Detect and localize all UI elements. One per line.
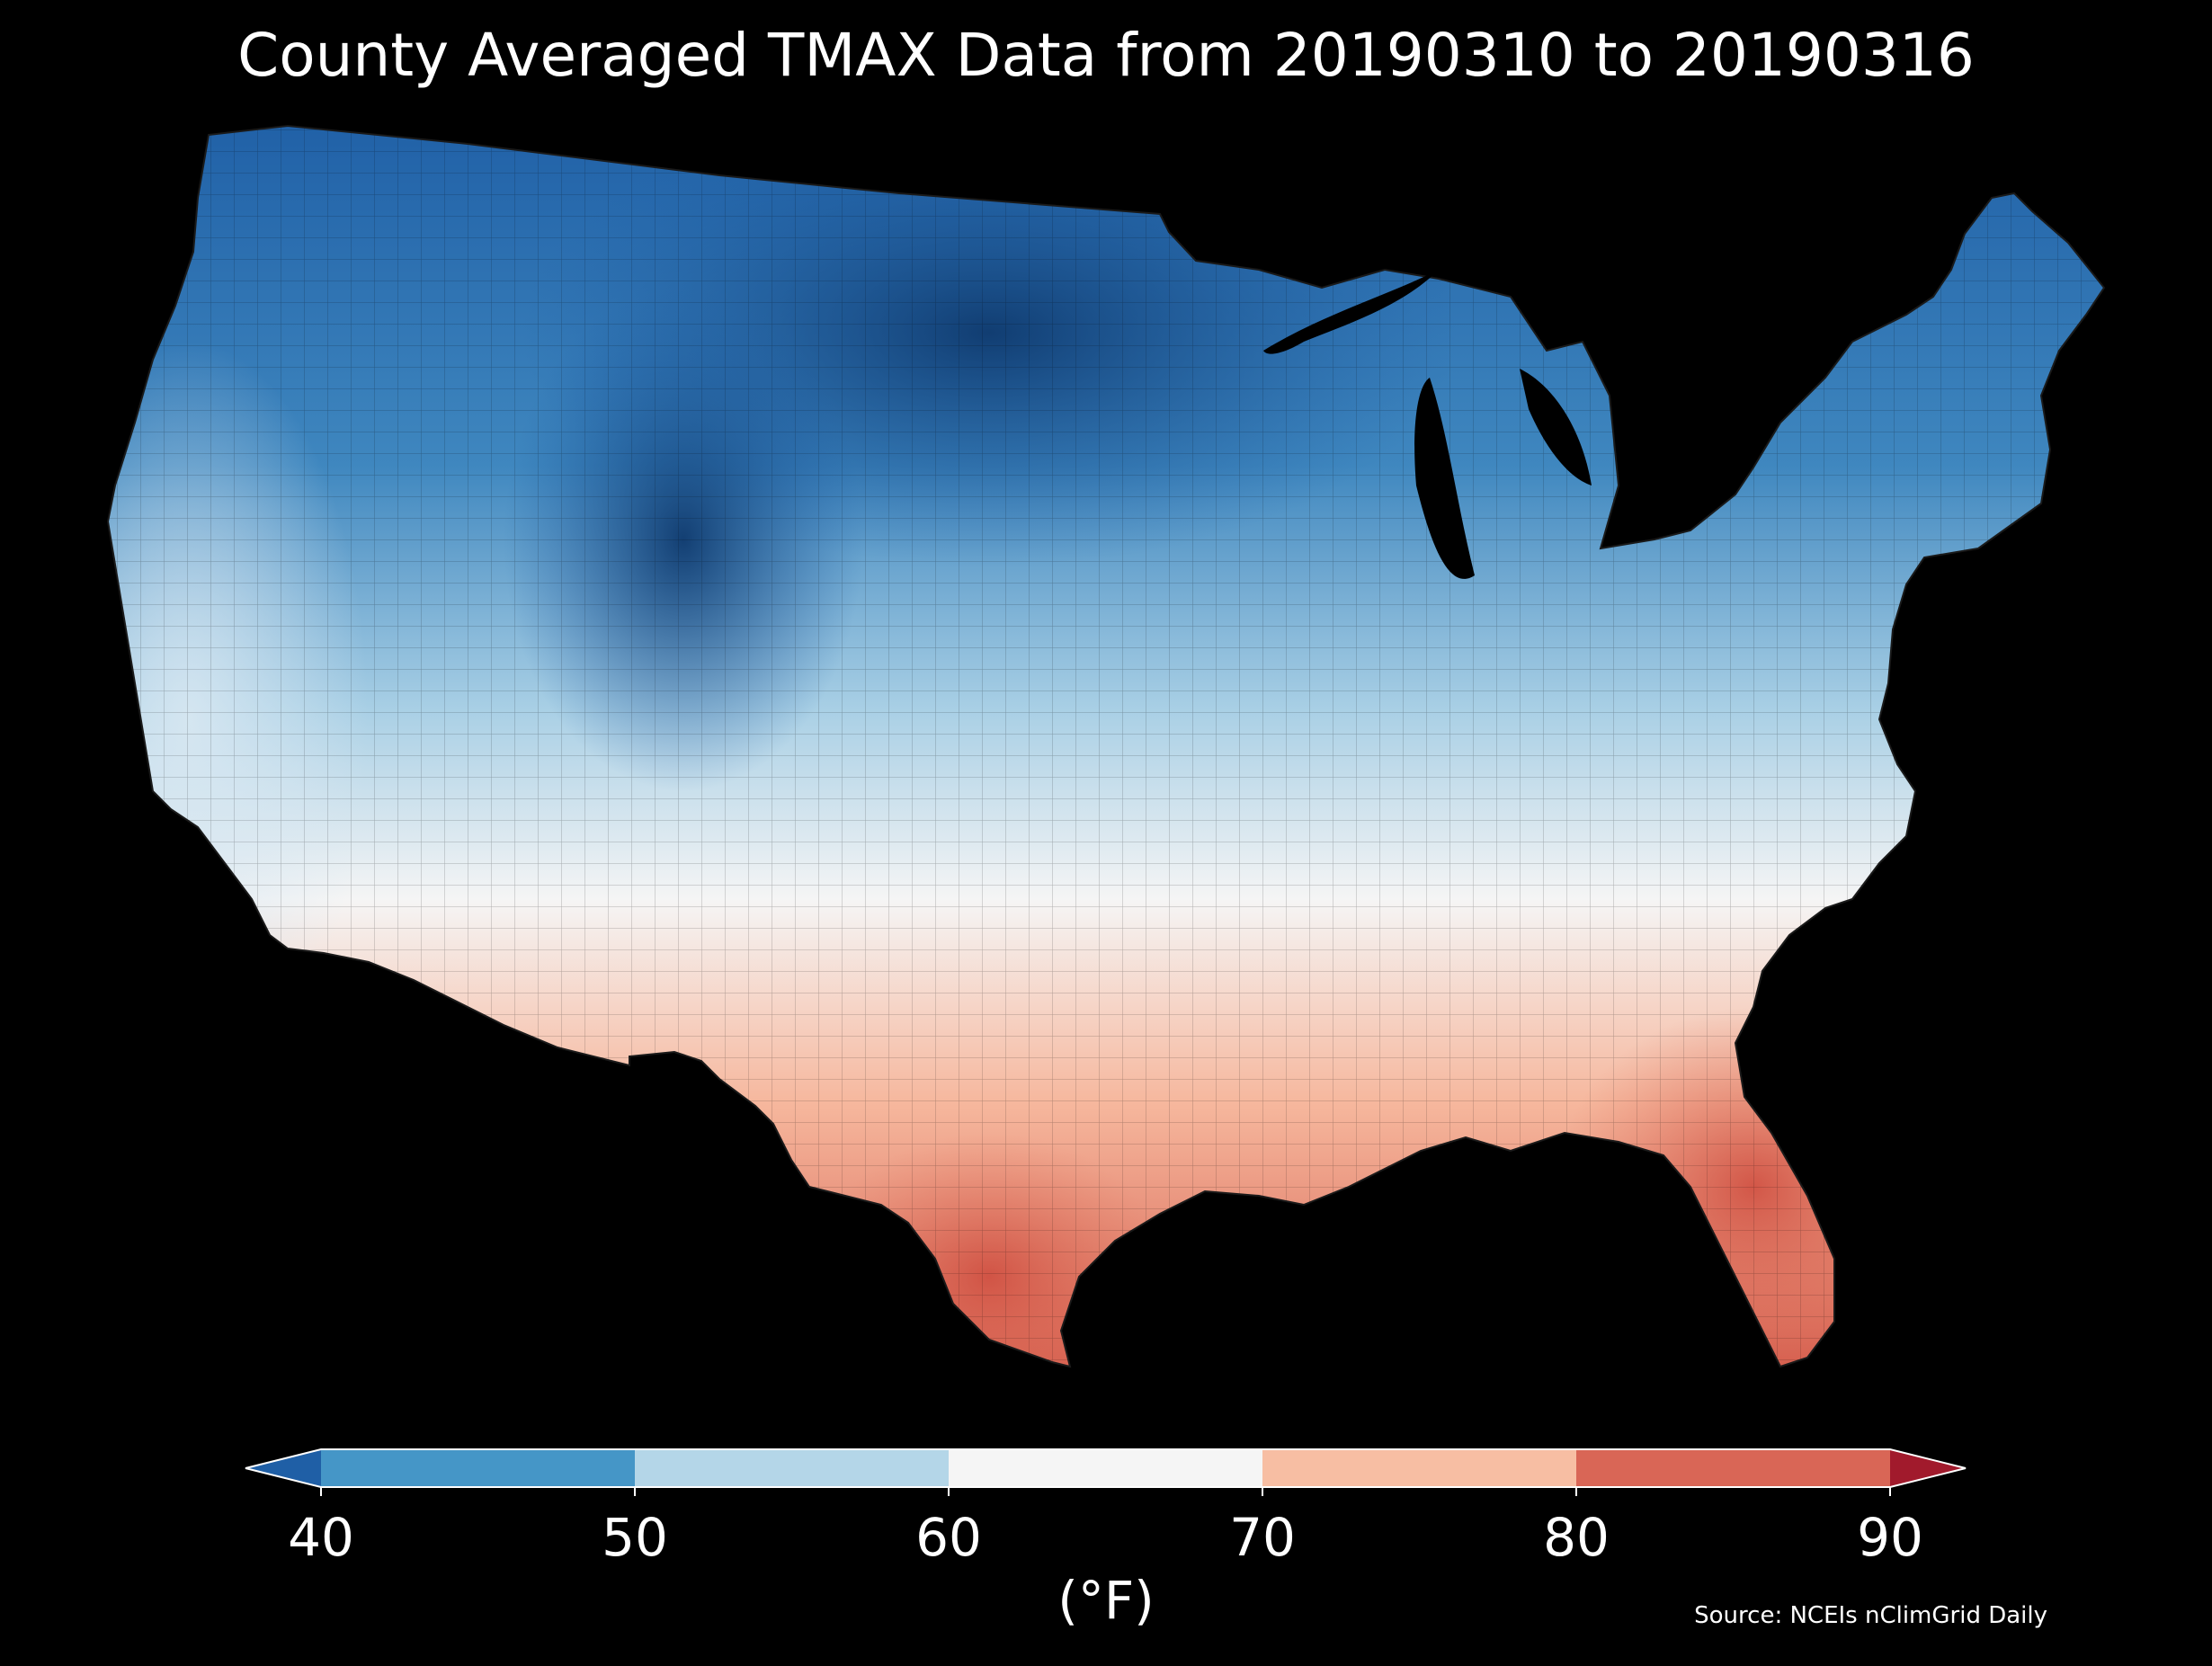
colorbar-tick-label: 70 [1229, 1507, 1296, 1568]
lake-huron [1520, 369, 1592, 486]
colorbar-tick-label: 40 [288, 1507, 354, 1568]
colorbar-segment [321, 1449, 636, 1487]
colorbar-tick-label: 60 [915, 1507, 982, 1568]
map-title: County Averaged TMAX Data from 20190310 … [237, 21, 1975, 90]
source-credit: Source: NCEIs nClimGrid Daily [1694, 1602, 2047, 1629]
colorbar-units-label: (°F) [1057, 1570, 1155, 1631]
colorbar-tick-label: 80 [1543, 1507, 1610, 1568]
colorbar-extend-high [1890, 1449, 1966, 1487]
colorbar-extend-low [245, 1449, 321, 1487]
colorbar-segment [1262, 1449, 1577, 1487]
colorbar-tick-label: 50 [602, 1507, 668, 1568]
colorbar-segment [635, 1449, 950, 1487]
lake-superior [1263, 270, 1439, 354]
colorbar-tick-label: 90 [1857, 1507, 1923, 1568]
colorbar-segment [949, 1449, 1263, 1487]
colorbar-segment [1576, 1449, 1891, 1487]
lake-michigan [1414, 378, 1475, 579]
